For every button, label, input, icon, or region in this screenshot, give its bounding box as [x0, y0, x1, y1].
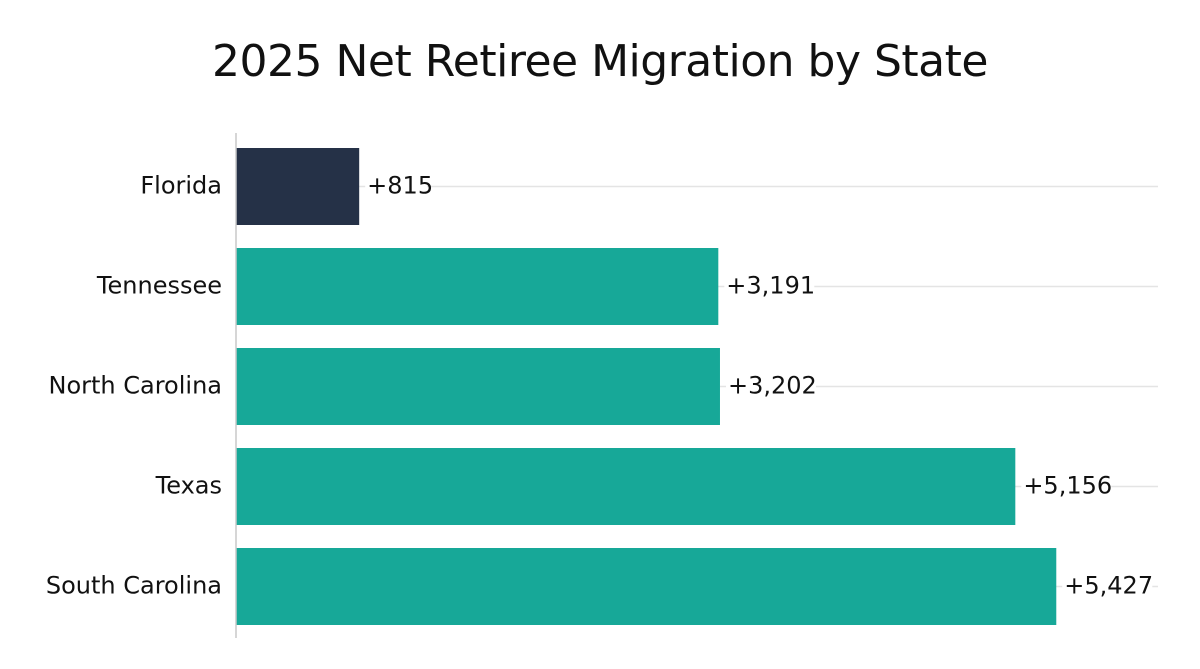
- bar-north-carolina: [236, 348, 720, 425]
- value-label-background: [1021, 471, 1112, 502]
- bars: [236, 148, 1057, 625]
- value-label: +3,191: [726, 272, 815, 300]
- category-label: Texas: [155, 472, 222, 500]
- value-label-background: [725, 371, 816, 402]
- value-label-background: [365, 171, 428, 202]
- category-label: Tennessee: [96, 272, 222, 300]
- bar-tennessee: [236, 248, 719, 325]
- category-label: North Carolina: [49, 372, 223, 400]
- chart-title: 2025 Net Retiree Migration by State: [212, 36, 988, 87]
- value-label-background: [1062, 571, 1153, 602]
- category-labels: Florida Tennessee North Carolina Texas South…: [46, 172, 222, 600]
- value-label: +3,202: [728, 372, 817, 400]
- value-label: +815: [367, 172, 433, 200]
- value-labels: +815 +3,191 +3,202 +5,156 +5,427: [365, 171, 1153, 602]
- bar-south-carolina: [236, 548, 1057, 625]
- value-label: +5,427: [1064, 572, 1153, 600]
- value-label: +5,156: [1023, 472, 1112, 500]
- value-label-background: [724, 271, 815, 302]
- bar-texas: [236, 448, 1016, 525]
- category-label: Florida: [140, 172, 222, 200]
- category-label: South Carolina: [46, 572, 222, 600]
- bar-florida: [236, 148, 360, 225]
